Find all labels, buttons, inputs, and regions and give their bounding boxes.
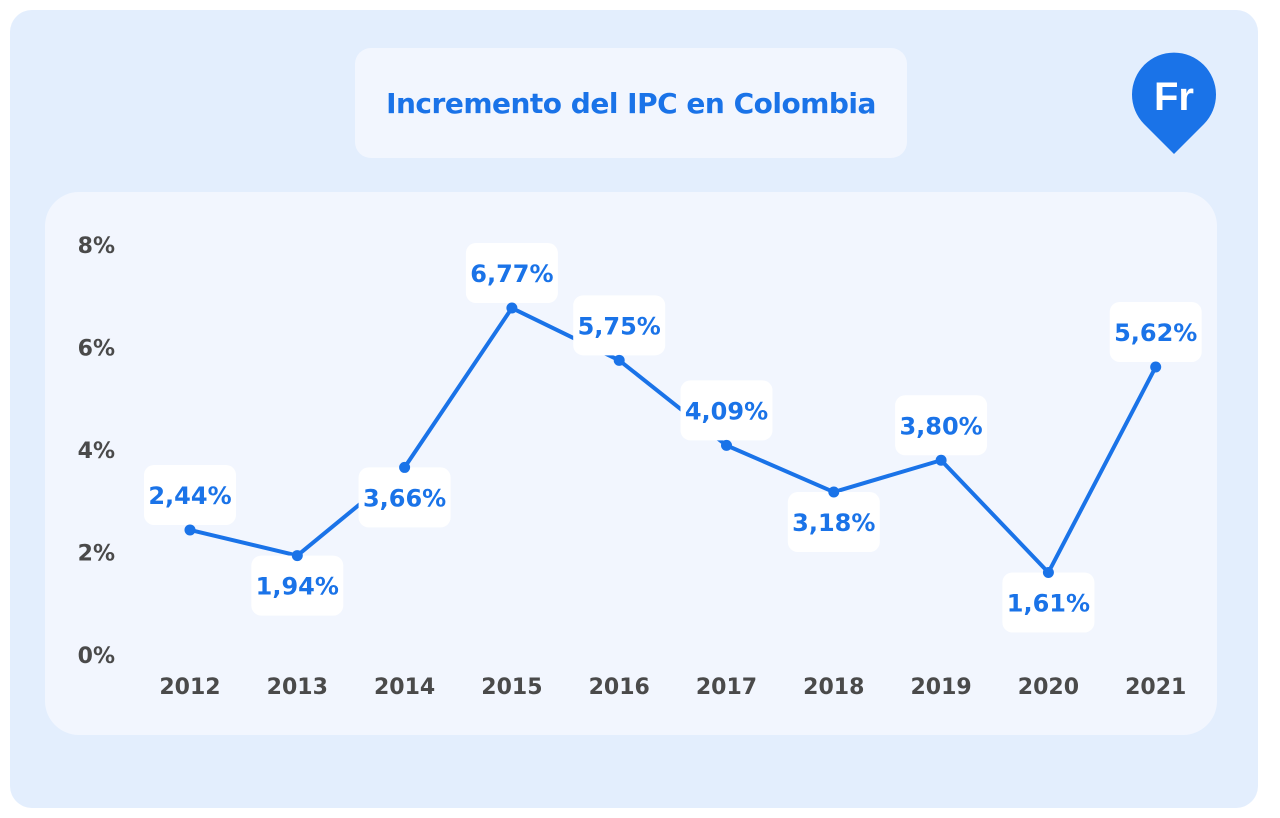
data-label-box (1109, 301, 1202, 362)
data-label-box (358, 467, 451, 528)
brand-logo: Fr (1130, 52, 1218, 160)
data-point (399, 461, 411, 473)
data-label-box (573, 295, 666, 356)
x-tick-label: 2018 (803, 675, 864, 700)
x-tick-label: 2017 (696, 675, 757, 700)
data-point (721, 439, 732, 451)
data-label-box (465, 243, 558, 304)
data-label-box (680, 380, 773, 441)
x-tick-label: 2019 (910, 675, 971, 700)
data-point (935, 454, 947, 466)
data-label: 3,66% (363, 484, 446, 512)
x-tick-label: 2012 (159, 675, 220, 700)
data-point (1042, 566, 1054, 578)
map-pin-logo-icon: Fr (1132, 52, 1216, 154)
x-tick-label: 2015 (481, 675, 542, 700)
data-label: 1,94% (256, 573, 339, 601)
x-tick-label: 2013 (267, 675, 328, 700)
y-tick-label: 2% (78, 542, 115, 567)
data-label-box (144, 464, 236, 525)
series-line (189, 306, 1158, 575)
y-tick-label: 4% (78, 439, 115, 464)
data-label-box (251, 555, 344, 616)
svg-text:Fr: Fr (1154, 75, 1194, 119)
x-tick-label: 2016 (589, 675, 650, 700)
data-label-box (1002, 572, 1095, 633)
data-point (1150, 361, 1162, 373)
data-label-box (895, 395, 988, 456)
data-label: 1,61% (1007, 589, 1090, 617)
data-label: 2,44% (148, 482, 231, 510)
plot-panel (45, 192, 1217, 735)
data-point (613, 354, 625, 366)
y-tick-label: 0% (78, 644, 115, 669)
data-label: 5,75% (578, 312, 661, 340)
data-label: 3,18% (792, 509, 875, 537)
x-tick-label: 2021 (1125, 675, 1186, 700)
data-point (828, 486, 840, 498)
data-label: 6,77% (470, 260, 553, 288)
y-tick-label: 8% (78, 234, 115, 259)
title-box: Incremento del IPC en Colombia (355, 48, 907, 158)
y-tick-label: 6% (78, 337, 115, 362)
chart-title: Incremento del IPC en Colombia (386, 86, 876, 120)
data-point (291, 550, 303, 562)
data-point (184, 524, 196, 536)
x-tick-label: 2020 (1018, 675, 1079, 700)
data-label: 4,09% (685, 397, 768, 425)
data-point (506, 302, 518, 314)
data-label: 3,80% (899, 412, 982, 440)
data-label: 5,62% (1114, 319, 1197, 347)
data-label-box (787, 492, 880, 553)
x-tick-label: 2014 (374, 675, 435, 700)
